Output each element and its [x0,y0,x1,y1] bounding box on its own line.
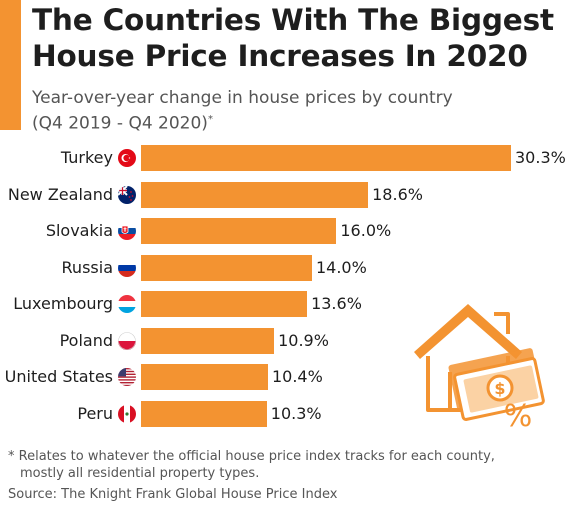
country-label: Luxembourg [13,294,113,313]
footnote: * Relates to whatever the official house… [8,448,568,482]
bar [141,291,308,317]
value-label: 13.6% [311,294,362,313]
turkey-flag-icon [118,149,136,167]
title-line-2: House Price Increases In 2020 [32,39,528,73]
house-price-icon: $ % [414,304,545,434]
value-label: 10.4% [271,367,323,386]
svg-text:%: % [504,399,533,434]
accent-bar [0,0,21,130]
value-label: 14.0% [315,257,367,277]
bar [141,145,511,171]
subtitle-line-2: (Q4 2019 - Q4 2020)* [32,109,552,135]
country-label: Russia [61,257,113,277]
value-label: 18.6% [372,184,423,204]
bar-row: Russia 14.0% [0,250,573,286]
united-states-flag-icon [118,368,136,386]
subtitle-footnote-mark: * [207,114,213,125]
chart-subtitle: Year-over-year change in house prices by… [32,88,552,135]
country-label: United States [4,367,113,386]
poland-flag-icon [118,331,136,350]
peru-flag-icon [118,404,136,423]
country-label: New Zealand [7,184,113,204]
bar-row: New Zealand 18.6% [0,177,573,213]
bar-row: Turkey 30.3% [0,140,573,176]
slovakia-flag-icon [118,222,136,240]
bar-row: United States 10.4% [0,359,573,395]
russia-flag-icon [118,258,136,277]
footnote-line-2: mostly all residential property types. [20,466,260,481]
bar [141,327,275,354]
bar-chart: Turkey 30.3% New Zealand 18.6% Slovakia 16.0%… [0,140,573,440]
footnote-line-1: * Relates to whatever the official house… [8,449,495,464]
country-label: Poland [59,330,113,350]
value-label: 16.0% [340,221,392,240]
value-label: 10.9% [278,330,329,350]
bar [141,254,312,281]
subtitle-line-1: Year-over-year change in house prices by… [32,88,453,108]
luxembourg-flag-icon [118,295,136,313]
bar-row: Poland 10.9% [0,323,573,359]
bar-row: Peru 10.3% [0,396,573,432]
bar [141,181,369,208]
value-label: 30.3% [515,148,566,167]
country-label: Slovakia [45,221,113,240]
chart-title: The Countries With The Biggest House Pri… [32,2,572,74]
svg-text:$: $ [494,379,505,398]
subtitle-period: (Q4 2019 - Q4 2020) [32,113,208,134]
country-label: Turkey [60,148,113,167]
bar [141,218,337,244]
title-line-1: The Countries With The Biggest [32,3,554,37]
source-note: Source: The Knight Frank Global House Pr… [8,487,338,502]
bar [141,400,267,427]
bar [141,364,268,390]
bar-row: Luxembourg 13.6% [0,286,573,322]
new-zealand-flag-icon [118,185,136,204]
value-label: 10.3% [270,403,322,423]
country-label: Peru [77,403,113,423]
bar-row: Slovakia 16.0% [0,213,573,249]
